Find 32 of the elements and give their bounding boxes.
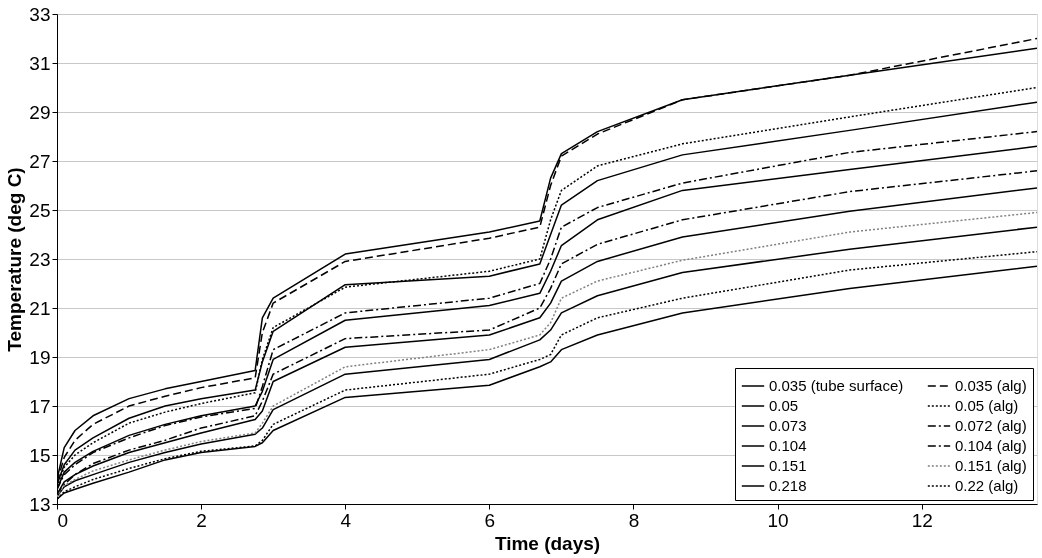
legend-label: 0.073 xyxy=(769,417,807,434)
y-tick-label: 17 xyxy=(29,395,51,417)
legend-label: 0.151 (alg) xyxy=(955,457,1027,474)
y-tick-label: 19 xyxy=(29,346,51,368)
y-tick-label: 21 xyxy=(29,297,51,319)
legend-label: 0.218 xyxy=(769,477,807,494)
legend-label: 0.104 (alg) xyxy=(955,437,1027,454)
x-tick-label: 12 xyxy=(911,509,933,531)
y-tick-label: 25 xyxy=(29,199,51,221)
legend-label: 0.035 (tube surface) xyxy=(769,377,904,394)
y-tick-label: 33 xyxy=(29,3,51,25)
y-axis-title: Temperature (deg C) xyxy=(4,167,26,352)
y-tick-label: 31 xyxy=(29,52,51,74)
legend-label: 0.104 xyxy=(769,437,807,454)
y-tick-label: 27 xyxy=(29,150,51,172)
x-tick-label: 2 xyxy=(196,509,207,531)
legend-label: 0.05 xyxy=(769,397,799,414)
y-tick-label: 15 xyxy=(29,444,51,466)
legend-label: 0.05 (alg) xyxy=(955,397,1019,414)
x-axis-title: Time (days) xyxy=(494,532,601,554)
legend-label: 0.151 xyxy=(769,457,807,474)
y-tick-label: 29 xyxy=(29,101,51,123)
x-tick-label: 10 xyxy=(767,509,789,531)
legend-label: 0.072 (alg) xyxy=(955,417,1027,434)
legend-label: 0.035 (alg) xyxy=(955,377,1027,394)
x-tick-label: 4 xyxy=(340,509,352,531)
y-tick-label: 23 xyxy=(29,248,51,270)
legend-label: 0.22 (alg) xyxy=(955,477,1019,494)
x-tick-label: 0 xyxy=(57,509,69,531)
x-tick-label: 6 xyxy=(484,509,496,531)
y-tick-label: 13 xyxy=(29,493,51,515)
x-tick-label: 8 xyxy=(628,509,640,531)
